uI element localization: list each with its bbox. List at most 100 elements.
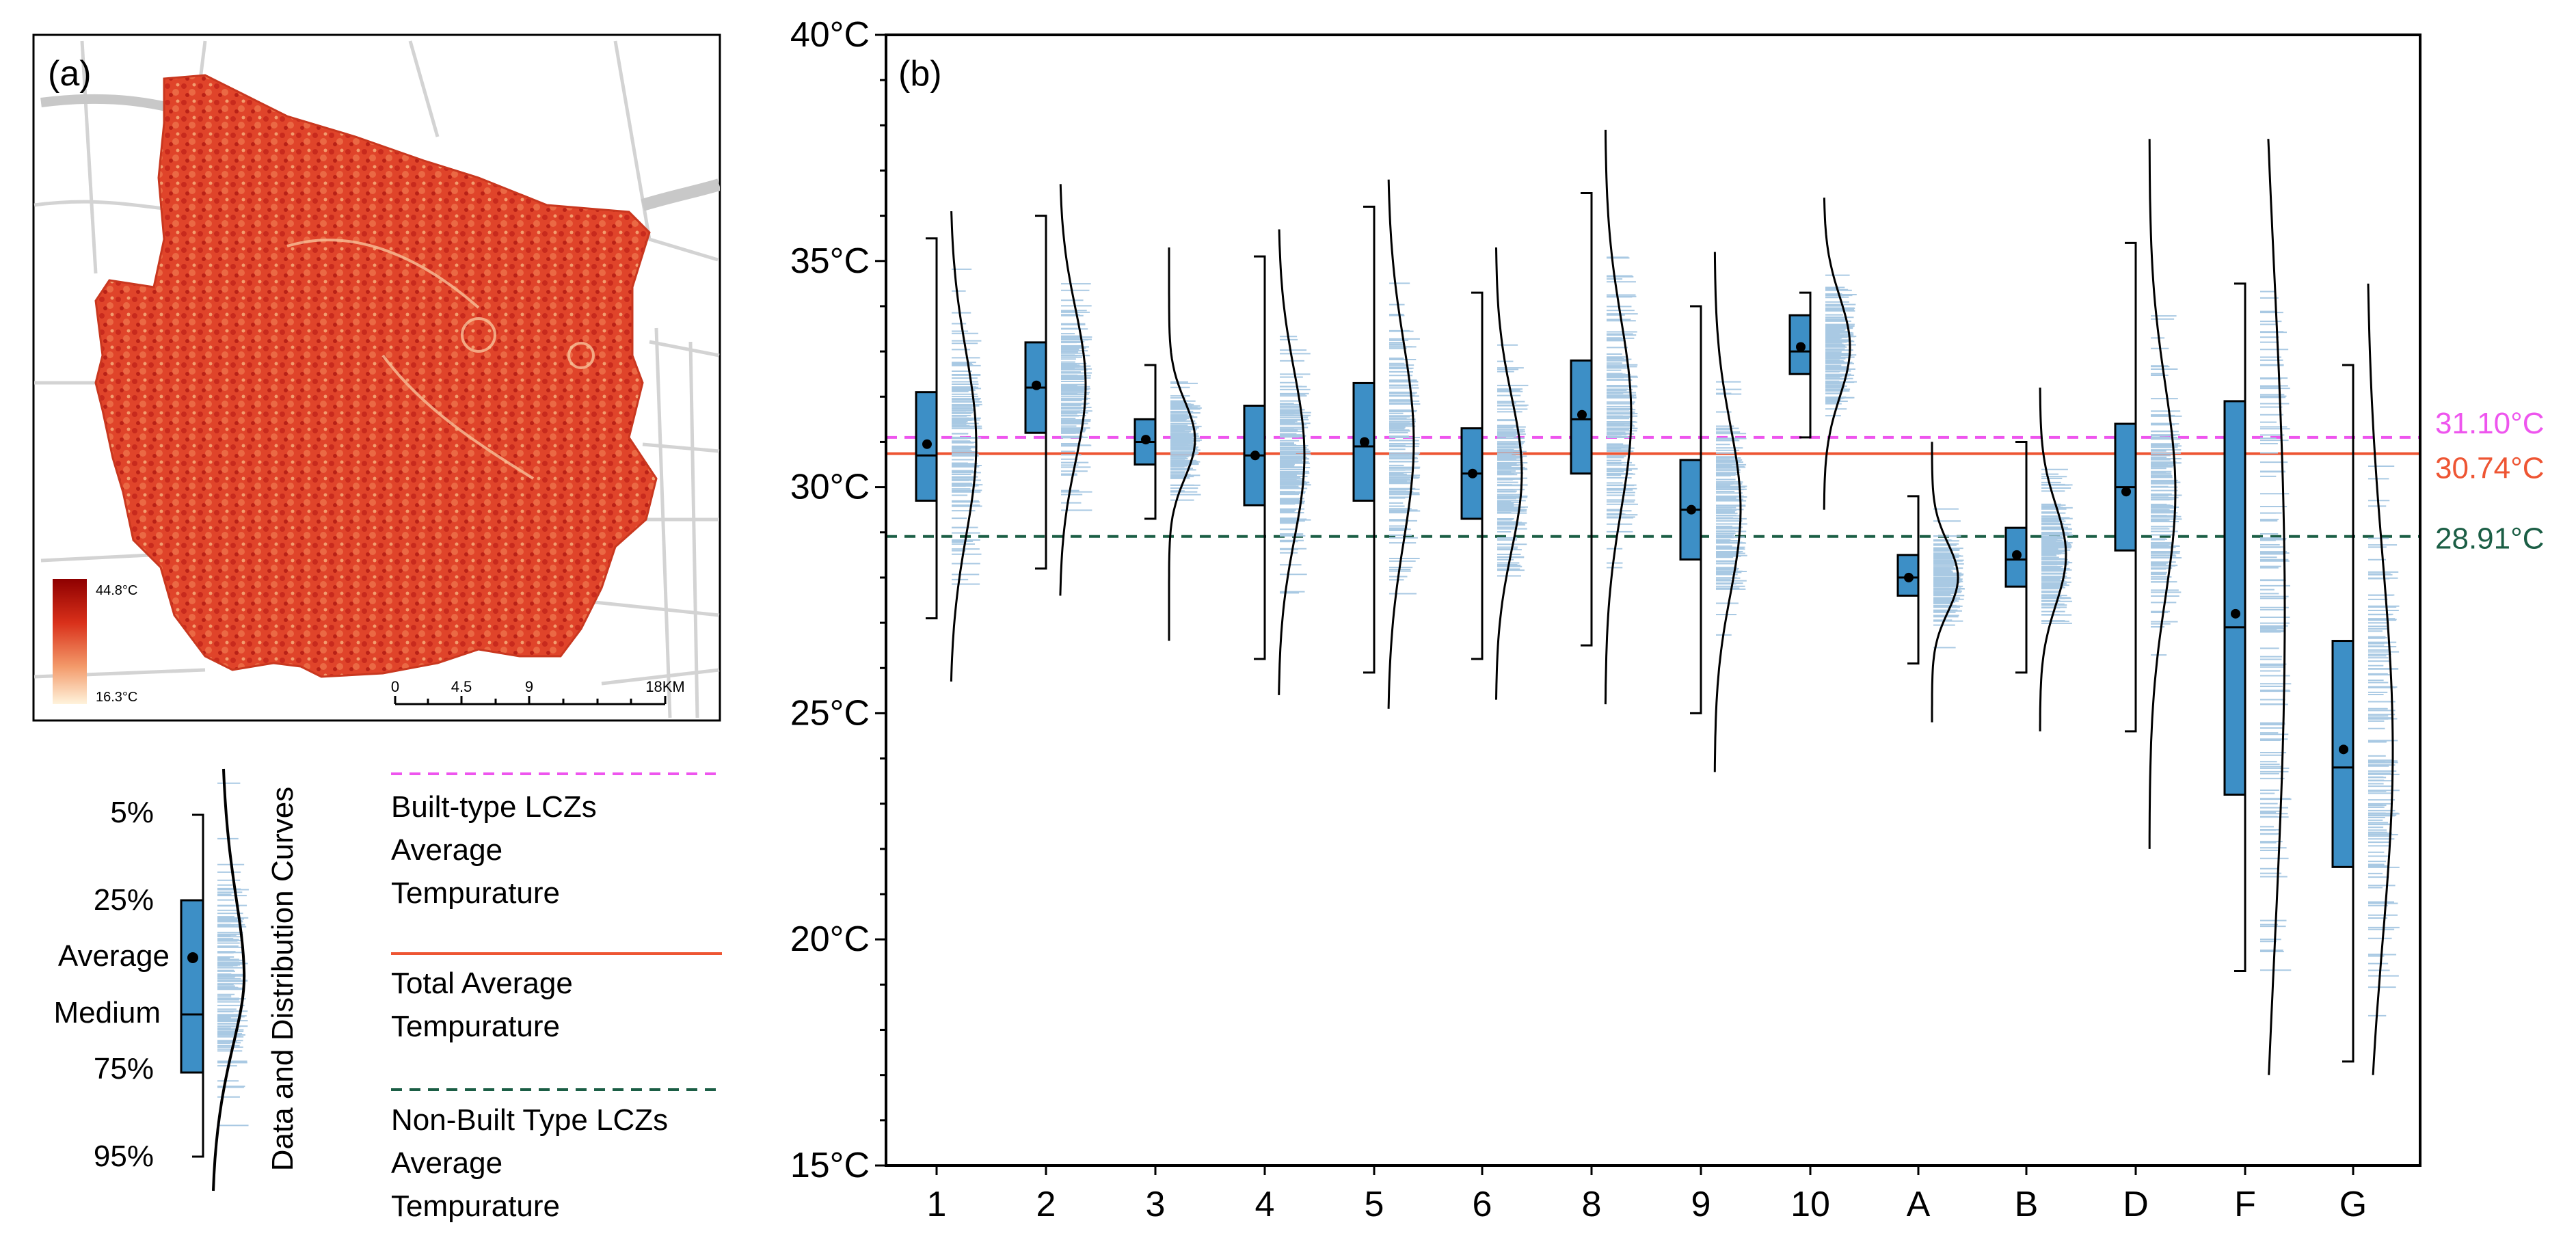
key-mean-dot [187,952,198,963]
legend-built-line1: Built-type LCZs [391,790,597,824]
data-rug-2 [1061,283,1092,511]
category-group-6 [1460,247,1529,700]
scale-tick-3: 18KM [645,678,684,695]
box-F [2223,400,2246,796]
mean-dot-F [2231,608,2240,619]
x-tick-label-1: 1 [927,1185,947,1224]
mean-dot-3 [1141,435,1151,445]
y-tick-label: 25°C [790,693,870,733]
x-tick-label-2: 2 [1036,1185,1056,1224]
chart-marks [915,129,2400,1075]
category-group-5 [1352,179,1421,709]
x-tick-label-F: F [2234,1185,2256,1224]
density-curve-4 [1278,229,1306,695]
panel-a-label: (a) [48,54,92,94]
reference-label-nonbuilt: 28.91°C [2435,522,2544,556]
scale-tick-0: 0 [391,678,399,695]
colorbar-min-label: 16.3°C [96,690,137,705]
data-rug-A [1933,508,1965,649]
panel-b-label: (b) [898,54,942,94]
key-label-p95: 95% [94,1140,154,1173]
key-label-p25: 25% [94,883,154,917]
data-rug-1 [952,268,983,585]
mean-dot-D [2121,487,2131,497]
x-tick-label-D: D [2123,1185,2149,1224]
category-group-1 [915,211,983,682]
category-group-D [2114,139,2182,849]
x-tick-label-5: 5 [1365,1185,1384,1224]
boxplot-key: 5% 25% Average Medium 75% 95% Data and D… [54,768,299,1191]
data-rug-3 [1170,381,1202,501]
legend-built-line2: Average [391,833,502,867]
density-curve-9 [1713,252,1742,772]
scale-tick-1: 4.5 [451,678,472,695]
panel-a-map: (a) 44.8°C 16.3°C 0 4.5 9 18KM [32,33,721,722]
data-rug-D [2151,315,2182,656]
y-tick-label: 35°C [790,241,870,281]
category-group-B [2004,387,2073,731]
category-group-A [1896,442,1965,723]
mean-dot-5 [1360,437,1369,447]
legend-nonbuilt-line1: Non-Built Type LCZs [391,1103,668,1137]
mean-dot-6 [1468,468,1477,479]
reference-label-built: 31.10°C [2435,407,2544,440]
density-curve-6 [1495,247,1523,700]
reference-label-total: 30.74°C [2435,452,2544,485]
y-tick-label: 15°C [790,1146,870,1185]
category-group-9 [1679,252,1747,772]
key-title: Data and Distribution Curves [266,787,299,1171]
x-tick-label-6: 6 [1473,1185,1492,1224]
plot-frame [885,33,2421,1167]
line-legend: Built-type LCZs Average Tempurature Tota… [391,772,722,1223]
mean-dot-B [2012,550,2022,560]
legend-total-line2: Tempurature [391,1010,560,1043]
x-tick-label-9: 9 [1691,1185,1711,1224]
heat-map-region [94,74,658,678]
map-roads [33,40,720,718]
category-group-10 [1788,198,1857,510]
mean-dot-A [1904,572,1914,582]
category-group-8 [1570,129,1638,705]
density-curve-B [2039,387,2067,731]
y-axis: 15°C 20°C 25°C 30°C 35°C 40°C [790,15,886,1185]
data-rug-5 [1389,282,1421,595]
key-label-median: Medium [54,996,161,1029]
legend-nonbuilt-line2: Average [391,1146,502,1180]
x-tick-label-3: 3 [1146,1185,1166,1224]
mean-dot-G [2339,744,2348,755]
density-curve-8 [1604,129,1633,705]
category-group-4 [1243,229,1311,695]
category-group-G [2331,283,2400,1075]
category-group-3 [1133,247,1202,641]
data-rug-8 [1607,256,1638,569]
key-label-average: Average [58,939,170,973]
density-curve-G [2367,283,2394,1075]
temperature-colorbar [53,579,87,704]
x-tick-label-G: G [2339,1185,2367,1224]
legend-built-line3: Tempurature [391,876,560,910]
mean-dot-4 [1250,450,1260,461]
y-tick-label: 20°C [790,919,870,959]
data-rug-6 [1497,344,1529,577]
panel-b-chart: (b) 31.10°C 30.74°C 28.91°C 15°C 20°C 25°C 30… [790,15,2545,1224]
data-rug-9 [1716,381,1747,636]
key-label-p5: 5% [110,796,154,829]
x-tick-label-4: 4 [1255,1185,1275,1224]
x-axis: 1 2 3 4 5 6 8 9 10 A B D F G [927,1166,2367,1224]
data-rug-10 [1825,274,1857,417]
legend-nonbuilt-line3: Tempurature [391,1189,560,1223]
x-tick-label-B: B [2015,1185,2039,1224]
colorbar-max-label: 44.8°C [96,583,137,598]
data-rug-F [2260,291,2292,971]
x-tick-label-8: 8 [1582,1185,1602,1224]
mean-dot-1 [922,439,932,449]
y-tick-label: 30°C [790,468,870,507]
key-density-curve [212,768,246,1191]
density-curve-2 [1059,184,1087,596]
density-curve-F [2267,139,2286,1075]
scale-tick-2: 9 [525,678,533,695]
legend-total-line1: Total Average [391,967,573,1000]
density-curve-10 [1823,198,1851,510]
mean-dot-9 [1687,504,1696,515]
